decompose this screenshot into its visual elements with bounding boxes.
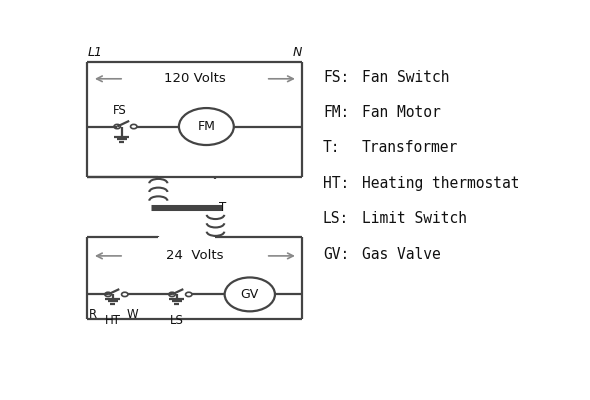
Text: Gas Valve: Gas Valve [362, 247, 441, 262]
Text: HT: HT [104, 314, 120, 328]
Text: L1: L1 [87, 46, 103, 59]
Text: T:: T: [323, 140, 340, 155]
Text: HT:: HT: [323, 176, 349, 191]
Text: FS: FS [113, 104, 126, 117]
Text: GV: GV [241, 288, 259, 301]
Text: Transformer: Transformer [362, 140, 458, 155]
Text: N: N [293, 46, 302, 59]
Text: FM:: FM: [323, 105, 349, 120]
Text: R: R [89, 308, 97, 321]
Text: GV:: GV: [323, 247, 349, 262]
Text: 120 Volts: 120 Volts [164, 72, 226, 85]
Text: LS: LS [169, 314, 183, 328]
Text: Fan Motor: Fan Motor [362, 105, 441, 120]
Text: 24  Volts: 24 Volts [166, 250, 224, 262]
Text: Heating thermostat: Heating thermostat [362, 176, 519, 191]
Text: Limit Switch: Limit Switch [362, 211, 467, 226]
Text: T: T [219, 201, 227, 214]
Text: FM: FM [198, 120, 215, 133]
Text: FS:: FS: [323, 70, 349, 84]
Text: W: W [127, 308, 139, 321]
Text: LS:: LS: [323, 211, 349, 226]
Text: Fan Switch: Fan Switch [362, 70, 450, 84]
